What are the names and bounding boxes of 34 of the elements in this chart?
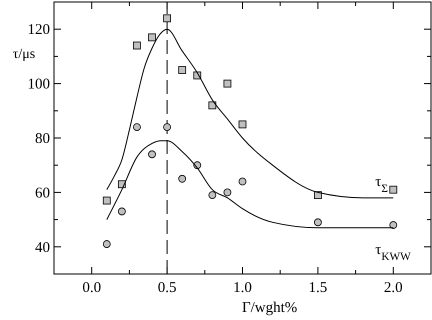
point (224, 188, 232, 196)
y-tick-label: 40 (35, 240, 50, 256)
series-label: τ$_{Σ}$ (375, 174, 388, 195)
legend-label: τ$_{KWW}$ (375, 242, 412, 263)
x-tick-label: 0.5 (158, 280, 176, 296)
point (224, 80, 232, 88)
x-tick-label: 0.0 (82, 280, 102, 296)
y-tick-label: 80 (35, 131, 50, 147)
point (148, 33, 156, 42)
y-tick-label: 120 (28, 22, 50, 38)
y-axis-title: τ/μs (12, 47, 36, 62)
x-tick-label: 1.5 (308, 280, 328, 296)
point (148, 150, 156, 158)
point (163, 14, 171, 22)
point (178, 174, 186, 183)
y-tick-label: 60 (35, 185, 50, 202)
point (102, 196, 111, 204)
point (238, 120, 246, 128)
point (118, 208, 126, 216)
point (389, 221, 398, 229)
point (238, 178, 246, 186)
x-axis-title: Γ/wght% (242, 300, 298, 316)
point (208, 191, 216, 200)
point (163, 123, 171, 132)
x-tick-label: 1.0 (233, 280, 252, 296)
point (178, 66, 186, 74)
point (133, 42, 141, 50)
y-tick-label: 100 (28, 76, 50, 93)
point (314, 218, 322, 226)
point (133, 123, 141, 132)
point (102, 240, 111, 248)
x-tick-label: 2.0 (384, 280, 403, 296)
point (208, 101, 216, 110)
point (389, 186, 398, 194)
